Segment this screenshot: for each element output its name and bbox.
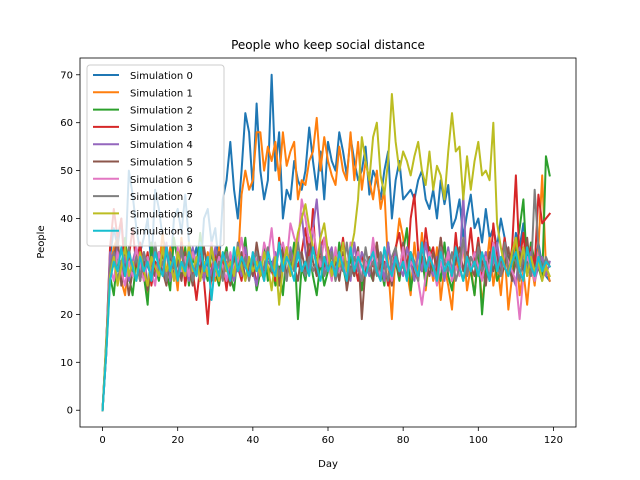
x-axis: 0 20 40 60 80 100 120 bbox=[99, 427, 563, 446]
y-axis: 0 10 20 30 40 50 60 70 bbox=[60, 70, 80, 417]
y-tick-label-3: 30 bbox=[60, 262, 73, 273]
y-axis-label: People bbox=[36, 225, 47, 258]
legend-label-0: Simulation 0 bbox=[130, 71, 193, 82]
x-tick-label-6: 120 bbox=[544, 435, 563, 446]
y-tick-label-7: 70 bbox=[60, 70, 73, 81]
legend-label-9: Simulation 9 bbox=[130, 227, 193, 238]
x-tick-label-1: 20 bbox=[171, 435, 184, 446]
y-tick-label-5: 50 bbox=[60, 166, 73, 177]
x-tick-label-3: 60 bbox=[322, 435, 335, 446]
legend-label-6: Simulation 6 bbox=[130, 175, 193, 186]
legend-label-5: Simulation 5 bbox=[130, 158, 193, 169]
legend-label-7: Simulation 7 bbox=[130, 192, 193, 203]
legend-label-3: Simulation 3 bbox=[130, 123, 193, 134]
legend-label-1: Simulation 1 bbox=[130, 88, 193, 99]
plot-lines bbox=[101, 73, 552, 412]
legend: Simulation 0 Simulation 1 Simulation 2 Simu… bbox=[86, 64, 225, 247]
x-tick-label-5: 100 bbox=[469, 435, 488, 446]
y-tick-label-2: 20 bbox=[60, 310, 73, 321]
x-tick-label-0: 0 bbox=[99, 435, 105, 446]
y-tick-label-6: 60 bbox=[60, 118, 73, 129]
legend-label-8: Simulation 8 bbox=[130, 209, 193, 220]
x-tick-label-4: 80 bbox=[397, 435, 410, 446]
x-axis-label: Day bbox=[318, 459, 338, 470]
legend-label-4: Simulation 4 bbox=[130, 140, 193, 151]
y-tick-label-0: 0 bbox=[67, 406, 73, 417]
legend-box bbox=[86, 64, 225, 247]
legend-label-2: Simulation 2 bbox=[130, 106, 193, 117]
series-line-8 bbox=[101, 92, 551, 412]
x-tick-label-2: 40 bbox=[246, 435, 259, 446]
y-tick-label-1: 10 bbox=[60, 358, 73, 369]
chart-title: People who keep social distance bbox=[231, 38, 425, 52]
series-line-9 bbox=[101, 241, 552, 412]
y-tick-label-4: 40 bbox=[60, 214, 73, 225]
